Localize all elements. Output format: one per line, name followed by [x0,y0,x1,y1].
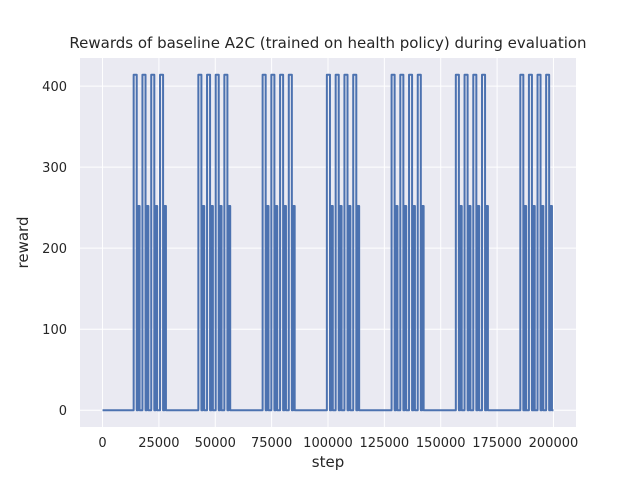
x-tick-label: 0 [98,436,106,451]
y-tick-label: 200 [42,242,67,257]
y-tick-label: 100 [42,323,67,338]
x-tick-label: 100000 [303,436,353,451]
reward-series-line [102,73,554,412]
x-axis-label: step [312,453,344,471]
y-tick-label: 300 [42,161,67,176]
x-axis-ticks: 0 25000 50000 75000 100000 125000 150000 175000… [98,436,578,451]
x-tick-label: 200000 [529,436,579,451]
x-tick-label: 25000 [138,436,179,451]
x-tick-label: 175000 [472,436,522,451]
y-tick-label: 0 [59,404,67,419]
series-layer [102,73,554,412]
y-axis-ticks: 0 100 200 300 400 [42,80,67,419]
x-tick-label: 50000 [195,436,236,451]
chart-title: Rewards of baseline A2C (trained on heal… [69,34,586,52]
x-tick-label: 125000 [360,436,410,451]
x-tick-label: 150000 [416,436,466,451]
y-axis-label: reward [14,217,32,269]
x-tick-label: 75000 [251,436,292,451]
y-tick-label: 400 [42,80,67,95]
